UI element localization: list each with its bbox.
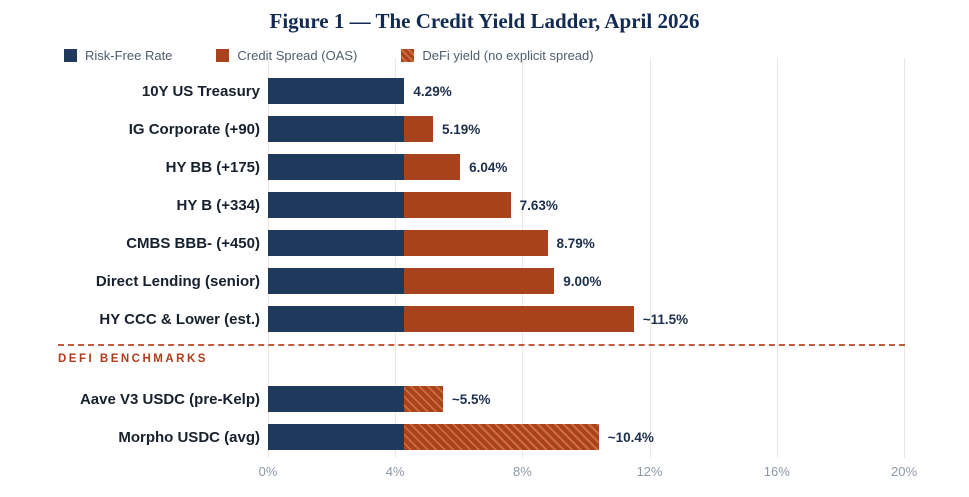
defi-benchmarks-heading: DEFI BENCHMARKS	[58, 353, 208, 365]
bar-row: CMBS BBB- (+450) 8.79%	[58, 224, 905, 262]
row-label: Morpho USDC (avg)	[118, 428, 260, 446]
bar-spread-segment	[404, 268, 555, 294]
bar-row: HY CCC & Lower (est.) ~11.5%	[58, 300, 905, 338]
defi-divider-line	[58, 344, 905, 346]
bar-track: ~10.4%	[268, 424, 904, 450]
defi-bars-group: Aave V3 USDC (pre-Kelp) ~5.5% Morpho USD…	[58, 380, 905, 456]
bar-risk-free-segment	[268, 268, 405, 294]
grid-overlay	[268, 58, 905, 458]
bar-risk-free-segment	[268, 116, 405, 142]
gridline	[268, 58, 269, 458]
row-label: Direct Lending (senior)	[95, 272, 260, 290]
bar-risk-free-segment	[268, 78, 405, 104]
legend-item-defi-yield: DeFi yield (no explicit spread)	[401, 47, 594, 63]
bar-track: 6.04%	[268, 154, 904, 180]
gridline	[395, 58, 397, 458]
legend-item-label: Credit Spread (OAS)	[237, 47, 358, 63]
bar-value-label: 6.04%	[469, 159, 508, 175]
bar-track: 7.63%	[268, 192, 904, 218]
bar-value-label: ~5.5%	[451, 391, 491, 407]
bar-track: 9.00%	[268, 268, 904, 294]
bar-spread-segment	[404, 230, 548, 256]
bar-risk-free-segment	[268, 230, 405, 256]
defi-divider: DEFI BENCHMARKS	[58, 338, 905, 380]
bar-track: ~11.5%	[268, 306, 904, 332]
bar-track: 5.19%	[268, 116, 904, 142]
legend-swatch-risk-free-icon	[64, 48, 77, 62]
bar-spread-segment	[404, 306, 634, 332]
x-axis-tick-label: 16%	[763, 464, 790, 479]
bar-value-label: 9.00%	[563, 273, 602, 289]
gridline	[776, 58, 778, 458]
bar-value-label: 7.63%	[519, 197, 558, 213]
row-label: HY BB (+175)	[165, 158, 260, 176]
bar-spread-segment	[404, 154, 461, 180]
legend-swatch-defi-yield-icon	[401, 48, 415, 62]
bar-value-label: 4.29%	[413, 83, 452, 99]
bar-risk-free-segment	[268, 424, 405, 450]
gridline	[649, 58, 651, 458]
x-axis-tick-label: 8%	[512, 464, 532, 479]
row-label: 10Y US Treasury	[141, 82, 260, 100]
row-label: HY CCC & Lower (est.)	[99, 310, 260, 328]
bar-risk-free-segment	[268, 306, 405, 332]
bar-row: HY BB (+175) 6.04%	[58, 148, 905, 186]
gridline	[522, 58, 524, 458]
bar-value-label: ~10.4%	[607, 429, 654, 445]
bar-track: 4.29%	[268, 78, 904, 104]
bar-row: Morpho USDC (avg) ~10.4%	[58, 418, 905, 456]
legend-item-label: Risk-Free Rate	[85, 47, 173, 63]
bar-spread-segment	[404, 116, 434, 142]
row-label: IG Corporate (+90)	[128, 120, 260, 138]
bar-value-label: 8.79%	[556, 235, 595, 251]
bar-risk-free-segment	[268, 154, 405, 180]
row-label: Aave V3 USDC (pre-Kelp)	[79, 390, 260, 408]
bar-risk-free-segment	[268, 386, 405, 412]
credit-bars-group: 10Y US Treasury 4.29% IG Corporate (+90)…	[58, 72, 905, 338]
legend-swatch-credit-spread-icon	[216, 48, 230, 62]
bar-track: 8.79%	[268, 230, 904, 256]
bar-spread-segment	[404, 424, 599, 450]
chart-body: Risk-Free Rate Credit Spread (OAS) DeFi …	[58, 46, 917, 486]
x-axis-tick-label: 12%	[636, 464, 663, 479]
bar-row: Aave V3 USDC (pre-Kelp) ~5.5%	[58, 380, 905, 418]
bar-value-label: ~11.5%	[642, 311, 689, 327]
row-label: HY B (+334)	[176, 196, 260, 214]
bar-spread-segment	[404, 192, 511, 218]
x-axis-tick-label: 20%	[890, 464, 918, 479]
bar-value-label: 5.19%	[442, 121, 481, 137]
legend-item-credit-spread: Credit Spread (OAS)	[216, 48, 357, 63]
bar-track: ~5.5%	[268, 386, 904, 412]
bar-spread-segment	[404, 386, 443, 412]
bar-row: HY B (+334) 7.63%	[58, 186, 905, 224]
row-label: CMBS BBB- (+450)	[126, 234, 260, 252]
legend-item-label: DeFi yield (no explicit spread)	[422, 47, 594, 63]
legend-item-risk-free: Risk-Free Rate	[64, 48, 172, 63]
gridline	[904, 58, 905, 458]
bar-row: IG Corporate (+90) 5.19%	[58, 110, 905, 148]
bar-row: Direct Lending (senior) 9.00%	[58, 262, 905, 300]
figure-title: Figure 1 — The Credit Yield Ladder, Apri…	[269, 9, 700, 33]
x-axis-tick-label: 4%	[385, 464, 405, 479]
bar-row: 10Y US Treasury 4.29%	[58, 72, 905, 110]
plot-area: 10Y US Treasury 4.29% IG Corporate (+90)…	[58, 58, 905, 458]
bar-risk-free-segment	[268, 192, 405, 218]
x-axis-tick-label: 0%	[258, 464, 278, 479]
legend: Risk-Free Rate Credit Spread (OAS) DeFi …	[64, 46, 905, 64]
x-axis: 0% 4% 8% 12% 16% 20%	[259, 456, 917, 486]
